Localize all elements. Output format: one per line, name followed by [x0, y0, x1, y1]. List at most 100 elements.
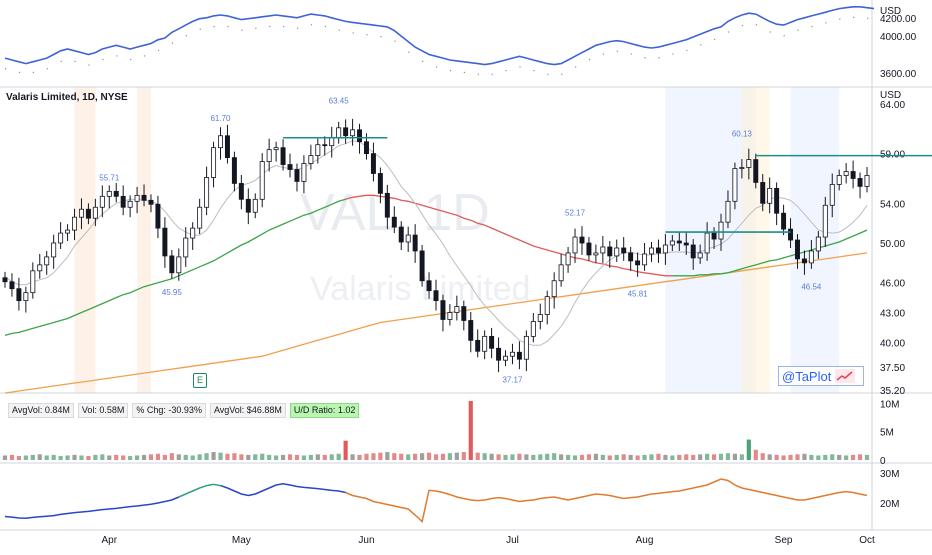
volume-tick-2: 0 — [880, 456, 886, 467]
candle-body-107 — [746, 159, 752, 168]
compare-dot-24 — [171, 42, 174, 44]
compare-dot-78 — [547, 73, 549, 75]
volume-bar-73 — [510, 454, 515, 460]
candle-body-58 — [405, 234, 411, 243]
volume-bar-119 — [830, 454, 835, 460]
volume-bar-24 — [169, 453, 174, 460]
compare-dot-34 — [241, 29, 243, 31]
volume-bar-77 — [538, 454, 543, 460]
candle-body-22 — [155, 203, 161, 229]
rs-tick-1: 20M — [880, 499, 899, 510]
volume-bar-109 — [760, 453, 765, 460]
volume-bar-115 — [802, 453, 807, 460]
candle-body-18 — [127, 200, 133, 208]
candle-body-118 — [822, 204, 828, 238]
candle-body-76 — [530, 321, 536, 337]
volume-bar-118 — [823, 454, 828, 460]
volume-bar-113 — [788, 454, 793, 460]
candle-body-124 — [864, 175, 870, 187]
price-tick-3: 50.00 — [880, 239, 905, 250]
volume-bar-42 — [294, 454, 300, 460]
price-tick-5: 43.00 — [880, 309, 905, 320]
candle-body-123 — [857, 178, 863, 187]
compare-dot-14 — [102, 58, 104, 61]
volume-bar-52 — [364, 453, 369, 460]
candle-body-94 — [655, 247, 661, 254]
volume-bar-99 — [691, 454, 696, 460]
volume-bar-26 — [183, 454, 188, 460]
volume-bar-29 — [204, 453, 209, 460]
avg-vol-label: AvgVol: 0.84M — [8, 403, 74, 418]
candle-body-77 — [537, 314, 543, 322]
watermark-big: VAL, 1D — [300, 184, 490, 242]
volume-bar-56 — [392, 453, 397, 460]
rs-tick-0: 30M — [880, 469, 899, 480]
candle-body-9 — [65, 229, 71, 234]
volume-bar-28 — [197, 454, 202, 460]
compare-dot-124 — [867, 17, 869, 19]
volume-bar-103 — [718, 453, 724, 460]
earnings-marker[interactable]: E — [193, 373, 207, 388]
candle-body-40 — [280, 147, 286, 165]
info-bar: AvgVol: 0.84M Vol: 0.58M % Chg: -30.93% … — [8, 403, 360, 418]
candle-body-108 — [753, 159, 759, 183]
compare-dot-84 — [588, 58, 591, 61]
candle-body-91 — [635, 260, 641, 266]
compare-dot-18 — [130, 58, 132, 61]
taplot-label: @TaPlot — [782, 368, 832, 384]
volume-bar-54 — [378, 452, 383, 460]
candle-body-8 — [58, 232, 64, 244]
volume-bar-36 — [253, 454, 258, 460]
volume-bar-57 — [399, 453, 404, 460]
compare-dot-64 — [449, 69, 452, 72]
candle-body-88 — [614, 247, 620, 257]
compare-dot-98 — [686, 49, 688, 51]
candle-body-43 — [301, 163, 307, 182]
price-annotation-6: 45.81 — [628, 290, 649, 299]
compare-dot-66 — [463, 71, 466, 74]
volume-bar-96 — [670, 455, 675, 460]
candle-body-71 — [496, 347, 502, 361]
candle-body-56 — [391, 216, 397, 228]
price-annotation-1: 45.95 — [162, 288, 183, 297]
volume-bar-68 — [475, 452, 480, 460]
x-tick-jun: Jun — [358, 535, 374, 546]
candle-body-80 — [558, 264, 564, 282]
candle-body-1 — [9, 281, 15, 290]
volume-bar-39 — [274, 455, 279, 460]
candle-body-52 — [363, 141, 369, 155]
candle-body-82 — [572, 236, 578, 254]
volume-bar-27 — [190, 455, 195, 460]
candle-body-30 — [211, 147, 217, 178]
volume-bar-70 — [489, 453, 494, 460]
volume-bar-79 — [552, 453, 557, 460]
candle-body-62 — [433, 290, 439, 302]
candle-body-98 — [683, 242, 689, 246]
compare-dot-112 — [783, 35, 785, 37]
highlight-stripe-1 — [137, 87, 151, 393]
volume-bar-31 — [218, 452, 223, 460]
volume-bar-17 — [121, 455, 126, 460]
volume-bar-18 — [128, 456, 133, 460]
volume-bar-84 — [586, 454, 592, 460]
price-annotation-2: 61.70 — [210, 114, 231, 123]
candle-body-57 — [398, 226, 404, 243]
volume-bar-82 — [572, 455, 578, 460]
compare-dot-68 — [477, 73, 479, 75]
sma50-line-recovery — [672, 229, 868, 277]
volume-bar-122 — [851, 454, 856, 460]
candle-body-51 — [357, 129, 363, 143]
candle-body-50 — [350, 129, 356, 137]
compare-dot-106 — [741, 25, 744, 27]
compare-dot-58 — [408, 51, 410, 53]
compare-dot-76 — [533, 69, 535, 72]
candle-body-66 — [461, 306, 467, 321]
volume-bar-48 — [336, 453, 341, 460]
candle-body-4 — [30, 270, 36, 294]
compare-dot-92 — [644, 57, 646, 59]
volume-tick-1: 5M — [880, 428, 894, 439]
compare-tick-1: 4000.00 — [880, 32, 917, 43]
volume-bar-19 — [134, 455, 140, 460]
volume-tick-0: 10M — [880, 399, 899, 410]
compare-dot-26 — [185, 35, 187, 37]
